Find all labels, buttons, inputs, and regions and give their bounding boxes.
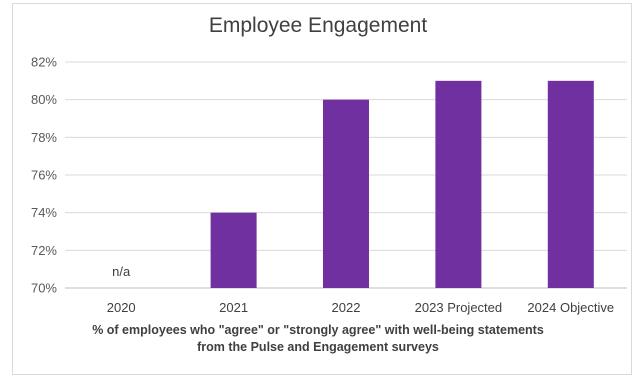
chart-title: Employee Engagement xyxy=(208,14,428,37)
y-tick-label: 72% xyxy=(31,243,57,258)
y-tick-label: 74% xyxy=(31,205,57,220)
y-tick-label: 76% xyxy=(31,168,57,183)
x-tick-label: 2024 Objective xyxy=(527,300,614,315)
bar-2024-objective xyxy=(547,80,594,288)
x-tick-label: 2021 xyxy=(219,300,248,315)
x-tick-label: 2022 xyxy=(332,300,361,315)
chart-frame xyxy=(12,3,632,375)
y-tick-label: 80% xyxy=(31,92,57,107)
bar-2023-projected xyxy=(435,80,482,288)
x-axis-caption-line1: % of employees who "agree" or "strongly … xyxy=(92,323,544,337)
x-tick-label: 2020 xyxy=(107,300,136,315)
bar-2021 xyxy=(210,212,257,288)
x-axis-caption-line2: from the Pulse and Engagement surveys xyxy=(197,340,439,354)
y-tick-label: 82% xyxy=(31,55,57,70)
y-tick-label: 78% xyxy=(31,130,57,145)
data-label-na: n/a xyxy=(112,264,131,279)
bar-2022 xyxy=(323,99,369,289)
x-axis-caption: % of employees who "agree" or "strongly … xyxy=(0,322,636,356)
x-tick-label: 2023 Projected xyxy=(415,300,502,315)
y-tick-label: 70% xyxy=(31,281,57,296)
